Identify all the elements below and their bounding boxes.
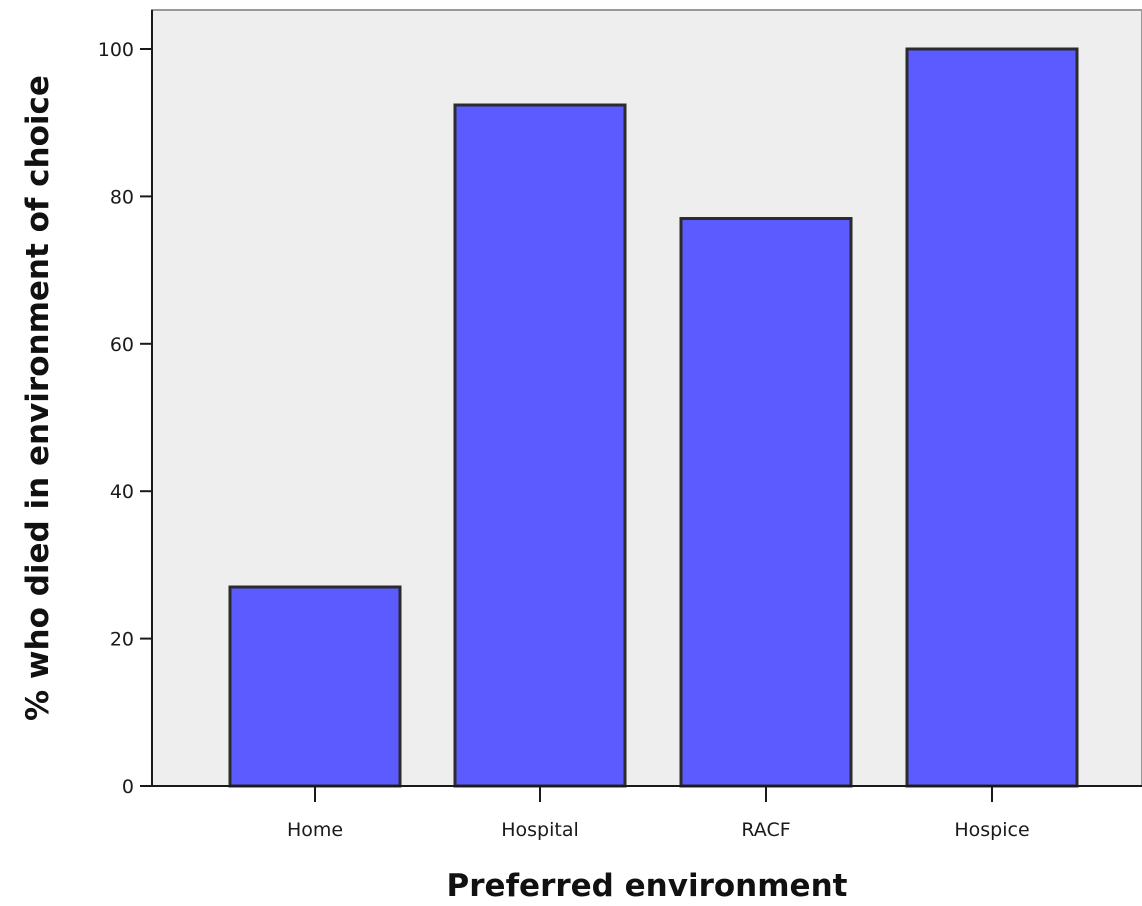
y-tick-label: 0 — [122, 776, 134, 798]
x-tick-label-racf: RACF — [741, 819, 790, 841]
bar-home — [228, 585, 402, 788]
y-tick-label: 20 — [110, 629, 134, 651]
x-axis-title: Preferred environment — [447, 868, 848, 904]
x-ticks: Home Hospital RACF Hospice — [287, 786, 1030, 841]
bar-racf — [679, 217, 853, 788]
bar-hospice — [905, 47, 1079, 788]
y-tick-label: 100 — [98, 39, 134, 61]
bar-hospital — [453, 103, 627, 788]
y-axis-title: % who died in environment of choice — [20, 75, 56, 721]
x-tick-label-home: Home — [287, 819, 343, 841]
x-tick-label-hospital: Hospital — [501, 819, 579, 841]
x-tick-label-hospice: Hospice — [954, 819, 1029, 841]
y-tick-label: 80 — [110, 186, 134, 208]
y-ticks: 0 20 40 60 80 100 — [98, 39, 152, 798]
y-tick-label: 60 — [110, 334, 134, 356]
axes-layer — [151, 10, 1142, 787]
y-tick-label: 40 — [110, 481, 134, 503]
